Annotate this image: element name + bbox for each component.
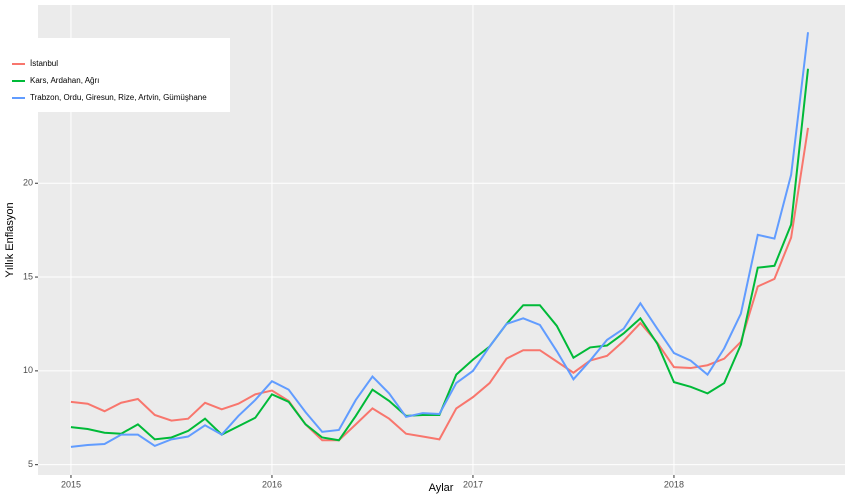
legend-label: İstanbul [30,59,58,68]
x-tick-label: 2015 [61,479,81,489]
y-tick-label: 10 [23,365,33,375]
legend-label: Kars, Ardahan, Ağrı [30,76,99,85]
series-line [70,127,810,442]
x-tick-label: 2017 [463,479,483,489]
series-line [70,32,810,448]
y-tick-label: 20 [23,178,33,188]
legend-label: Trabzon, Ordu, Giresun, Rize, Artvin, Gü… [30,93,207,102]
x-tick-label: 2016 [262,479,282,489]
legend-box [8,38,230,112]
x-axis-title: Aylar [429,482,454,494]
y-tick-label: 15 [23,271,33,281]
y-tick-label: 5 [28,459,33,469]
x-tick-label: 2018 [664,479,684,489]
y-axis-title: Yıllık Enflasyon [4,202,16,277]
